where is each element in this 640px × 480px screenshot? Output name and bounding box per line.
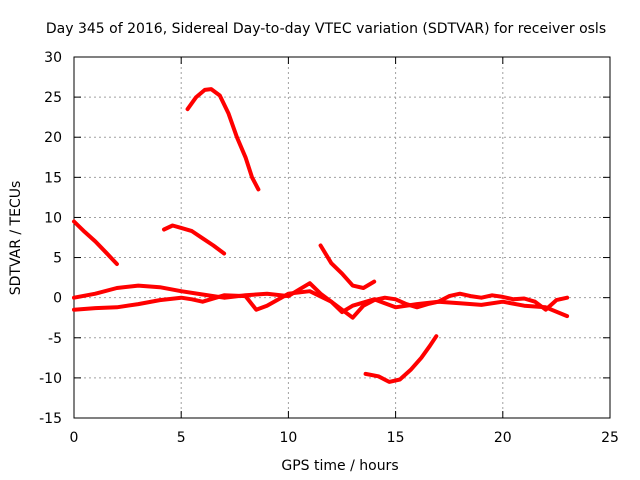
y-tick-label: 25 xyxy=(44,90,62,106)
x-tick-label: 0 xyxy=(70,430,79,446)
x-tick-label: 20 xyxy=(494,430,512,446)
series-arc-a xyxy=(72,219,119,266)
series-arc-e xyxy=(72,289,570,319)
x-tick-label: 10 xyxy=(279,430,297,446)
y-tick-label: -5 xyxy=(48,331,62,347)
x-tick-label: 5 xyxy=(177,430,186,446)
series-arc-g xyxy=(363,334,439,384)
data-series xyxy=(72,87,570,384)
y-tick-label: -15 xyxy=(39,411,62,427)
x-tick-labels: 0 5 10 15 20 25 xyxy=(70,430,619,446)
y-tick-label: 5 xyxy=(53,251,62,267)
x-tick-label: 25 xyxy=(601,430,619,446)
y-axis-label: SDTVAR / TECUs xyxy=(8,181,24,296)
chart-title: Day 345 of 2016, Sidereal Day-to-day VTE… xyxy=(46,21,606,37)
y-tick-label: 30 xyxy=(44,50,62,66)
y-tick-label: 15 xyxy=(44,170,62,186)
axis-ticks xyxy=(73,56,611,419)
x-tick-label: 15 xyxy=(387,430,405,446)
series-arc-b xyxy=(162,223,227,256)
series-arc-f xyxy=(318,243,377,290)
y-tick-label: 0 xyxy=(53,291,62,307)
plot-frame xyxy=(73,56,611,419)
grid-lines xyxy=(74,57,610,418)
series-arc-c xyxy=(185,87,261,192)
x-axis-label: GPS time / hours xyxy=(281,458,398,474)
y-tick-labels: -15 -10 -5 0 5 10 15 20 25 30 xyxy=(39,50,62,427)
y-tick-label: 20 xyxy=(44,130,62,146)
y-tick-label: 10 xyxy=(44,210,62,226)
y-tick-label: -10 xyxy=(39,371,62,387)
